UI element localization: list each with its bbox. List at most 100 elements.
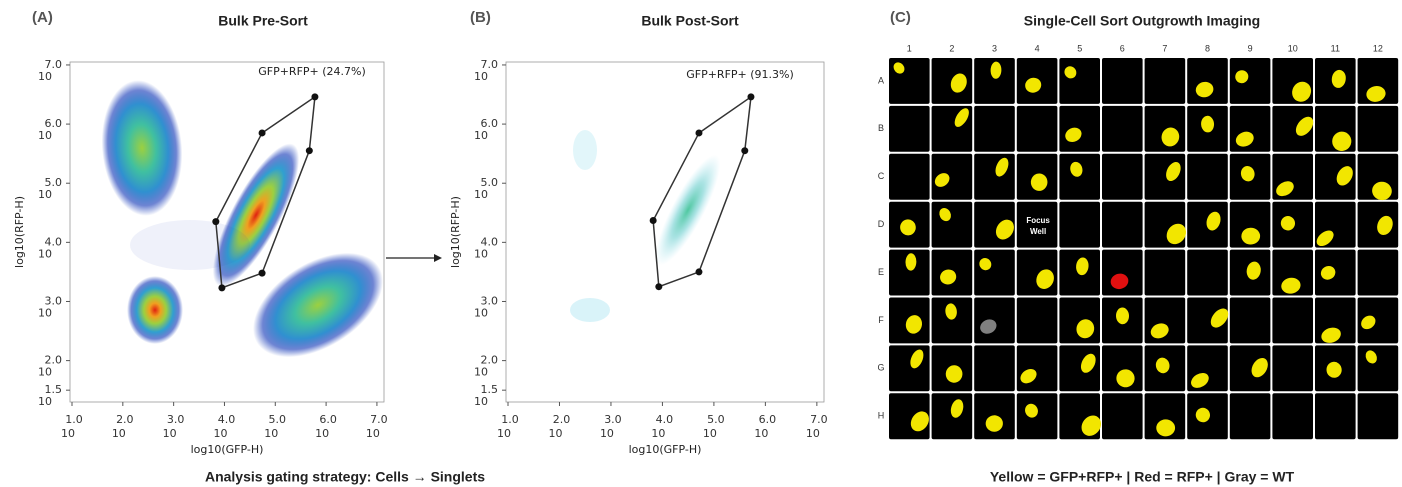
x-tick-label: 10 (315, 427, 329, 440)
well (1230, 106, 1271, 152)
x-tick-exponent: 4.0 (218, 413, 236, 426)
x-tick-exponent: 3.0 (167, 413, 185, 426)
well (974, 154, 1015, 200)
gate-vertex (259, 270, 266, 277)
well (1059, 345, 1100, 391)
panel-label: (C) (890, 9, 911, 26)
x-tick-label: 10 (703, 427, 717, 440)
caption: Yellow = GFP+RFP+ | Red = RFP+ | Gray = … (990, 469, 1295, 485)
focus-label: Well (1030, 227, 1046, 236)
x-axis-label: log10(GFP-H) (191, 443, 264, 456)
row-label: F (878, 315, 884, 325)
well (1145, 298, 1186, 344)
column-label: 9 (1248, 43, 1253, 53)
arrow (386, 254, 442, 262)
y-axis-label: log10(RFP-H) (13, 196, 26, 268)
column-label: 2 (949, 43, 954, 53)
x-tick-exponent: 1.0 (501, 413, 519, 426)
well (1230, 58, 1271, 104)
well (1145, 154, 1186, 200)
gate-vertex (741, 147, 748, 154)
x-tick-label: 10 (548, 427, 562, 440)
well (1230, 393, 1271, 439)
y-tick-label: 10 (38, 247, 52, 260)
y-tick-label: 10 (38, 188, 52, 201)
well (1102, 202, 1143, 248)
well (974, 250, 1015, 296)
column-label: 11 (1331, 43, 1340, 53)
row-label: A (878, 75, 884, 85)
x-tick-label: 10 (497, 427, 511, 440)
focus-label: Focus (1026, 216, 1050, 225)
y-tick-label: 10 (474, 70, 488, 83)
x-tick-label: 10 (61, 427, 75, 440)
gate-vertex (218, 284, 225, 291)
x-tick-exponent: 6.0 (319, 413, 337, 426)
well (1017, 393, 1058, 439)
well (1272, 393, 1313, 439)
well (1358, 345, 1399, 391)
y-tick-label: 10 (474, 395, 488, 408)
well (1017, 345, 1058, 391)
well (1358, 250, 1399, 296)
density-cloud (96, 77, 731, 379)
well (932, 393, 973, 439)
well (1187, 154, 1228, 200)
y-axis-label: log10(RFP-H) (449, 196, 462, 268)
x-axis-label: log10(GFP-H) (629, 443, 702, 456)
well (1102, 250, 1143, 296)
well (1017, 298, 1058, 344)
column-label: 1 (907, 43, 912, 53)
row-label: E (878, 267, 884, 277)
column-label: 7 (1162, 43, 1167, 53)
well (1059, 154, 1100, 200)
panel-title: Bulk Pre-Sort (218, 13, 308, 29)
column-label: 12 (1373, 43, 1383, 53)
x-tick-exponent: 4.0 (656, 413, 674, 426)
well (1358, 393, 1399, 439)
well (1145, 106, 1186, 152)
gate-vertex (650, 217, 657, 224)
x-tick-label: 10 (264, 427, 278, 440)
well (1017, 106, 1058, 152)
row-label: D (878, 219, 885, 229)
gate-label: GFP+RFP+ (91.3%) (686, 68, 794, 81)
x-tick-exponent: 5.0 (269, 413, 287, 426)
row-label: G (877, 363, 884, 373)
well (1102, 58, 1143, 104)
column-label: 10 (1288, 43, 1298, 53)
gate-vertex (311, 93, 318, 100)
y-tick-label: 10 (474, 188, 488, 201)
column-label: 3 (992, 43, 997, 53)
gate-vertex (655, 283, 662, 290)
x-tick-exponent: 3.0 (604, 413, 622, 426)
column-label: 8 (1205, 43, 1210, 53)
well (1102, 154, 1143, 200)
column-label: 5 (1077, 43, 1082, 53)
y-tick-label: 10 (38, 366, 52, 379)
well (1272, 345, 1313, 391)
well (1315, 393, 1356, 439)
well (889, 154, 930, 200)
well (889, 345, 930, 391)
panel-title: Single-Cell Sort Outgrowth Imaging (1024, 13, 1260, 29)
panel-label: (A) (32, 9, 53, 26)
well (974, 345, 1015, 391)
x-tick-label: 10 (163, 427, 177, 440)
y-tick-label: 10 (474, 306, 488, 319)
row-label: B (878, 123, 884, 133)
well (1187, 250, 1228, 296)
column-label: 4 (1035, 43, 1040, 53)
x-tick-exponent: 1.0 (65, 413, 83, 426)
well (1230, 298, 1271, 344)
gate-vertex (259, 129, 266, 136)
y-tick-label: 10 (474, 129, 488, 142)
x-tick-label: 10 (651, 427, 665, 440)
y-tick-label: 10 (38, 306, 52, 319)
gate-vertex (695, 129, 702, 136)
well (1358, 106, 1399, 152)
y-tick-label: 10 (38, 395, 52, 408)
x-tick-label: 10 (806, 427, 820, 440)
x-tick-exponent: 7.0 (810, 413, 828, 426)
